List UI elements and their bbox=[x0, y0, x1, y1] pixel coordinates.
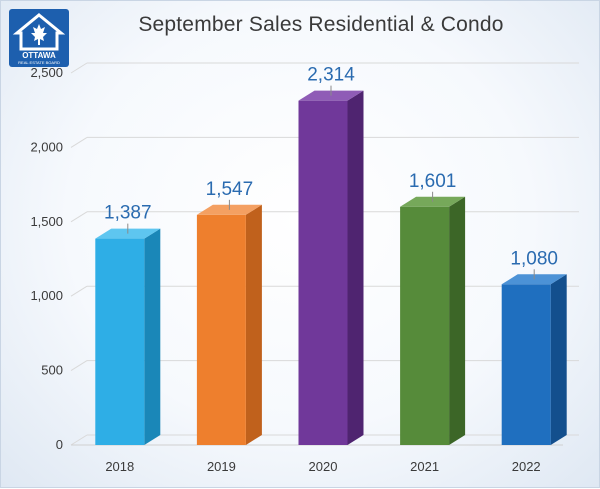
data-label-2019: 1,547 bbox=[206, 179, 254, 200]
y-tick-label: 1,500 bbox=[30, 214, 63, 229]
y-tick-label: 2,500 bbox=[30, 65, 63, 80]
gridline-depth-1000 bbox=[70, 285, 88, 297]
gridline-depth-2000 bbox=[70, 136, 88, 148]
ottawa-real-estate-board-logo: OTTAWA REAL ESTATE BOARD bbox=[9, 9, 69, 67]
y-tick-label: 500 bbox=[41, 363, 63, 378]
bar-side-2022 bbox=[550, 274, 567, 445]
data-label-2020: 2,314 bbox=[307, 65, 355, 86]
bar-side-2020 bbox=[347, 90, 364, 445]
chart-title: September Sales Residential & Condo bbox=[138, 13, 504, 36]
x-tick-label-2018: 2018 bbox=[105, 459, 134, 474]
bar-side-2021 bbox=[449, 196, 466, 445]
x-tick-label-2022: 2022 bbox=[512, 459, 541, 474]
logo-subtitle: REAL ESTATE BOARD bbox=[18, 60, 60, 65]
y-tick-label: 1,000 bbox=[30, 288, 63, 303]
bar-2019 bbox=[196, 214, 246, 445]
bar-2022 bbox=[501, 284, 551, 445]
bar-side-2019 bbox=[245, 204, 262, 445]
bar-2021 bbox=[400, 206, 450, 445]
gridline-depth-1500 bbox=[70, 211, 88, 223]
y-tick-label: 0 bbox=[56, 437, 63, 452]
data-label-2021: 1,601 bbox=[409, 171, 457, 192]
x-tick-label-2019: 2019 bbox=[207, 459, 236, 474]
logo-name: OTTAWA bbox=[22, 51, 56, 60]
bar-2018 bbox=[95, 238, 145, 445]
data-label-2022: 1,080 bbox=[510, 248, 558, 269]
gridline-depth-0 bbox=[70, 434, 88, 446]
x-tick-label-2021: 2021 bbox=[410, 459, 439, 474]
bar-2020 bbox=[298, 100, 348, 445]
data-label-2018: 1,387 bbox=[104, 203, 152, 224]
y-tick-label: 2,000 bbox=[30, 139, 63, 154]
gridline-depth-2500 bbox=[70, 62, 88, 74]
gridline-depth-500 bbox=[70, 360, 88, 372]
bar-side-2018 bbox=[144, 228, 161, 445]
x-tick-label-2020: 2020 bbox=[309, 459, 338, 474]
